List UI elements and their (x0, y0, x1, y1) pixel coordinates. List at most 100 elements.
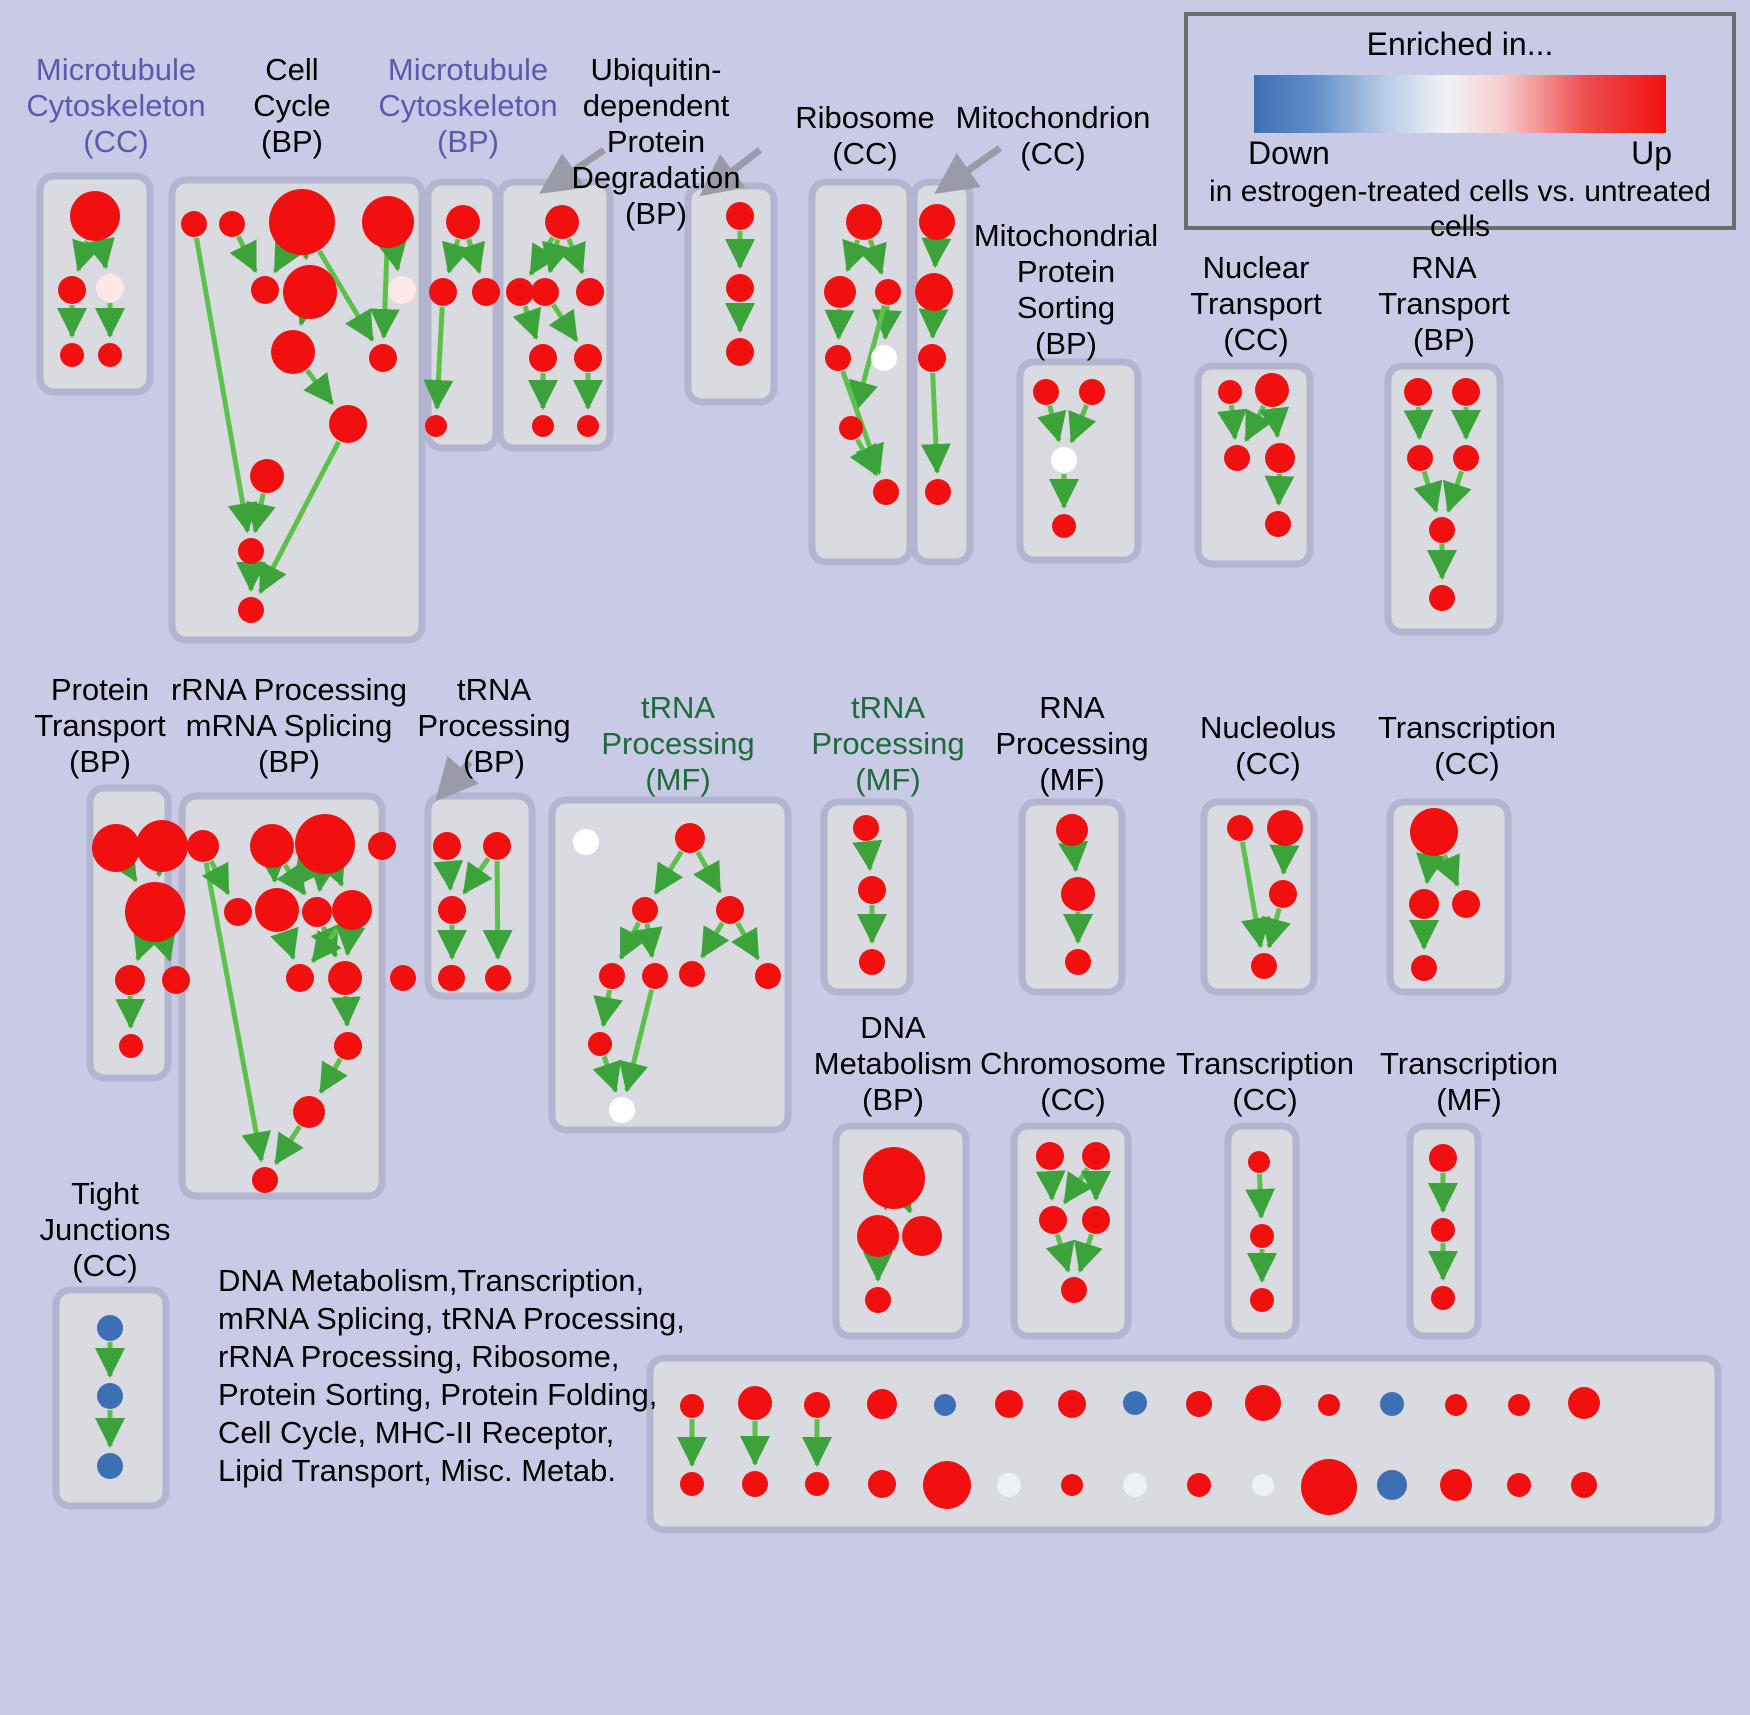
go-term-node[interactable] (576, 278, 604, 306)
go-term-node[interactable] (433, 832, 461, 860)
go-term-node[interactable] (918, 344, 946, 372)
go-term-node[interactable] (1507, 1473, 1531, 1497)
go-term-node[interactable] (334, 1032, 362, 1060)
go-term-node[interactable] (329, 405, 367, 443)
go-term-node[interactable] (716, 896, 744, 924)
go-term-node[interactable] (1445, 1394, 1467, 1416)
go-term-node[interactable] (1061, 1474, 1083, 1496)
go-term-node[interactable] (1248, 1151, 1270, 1173)
go-term-node[interactable] (577, 415, 599, 437)
go-term-node[interactable] (1255, 373, 1289, 407)
go-term-node[interactable] (867, 1389, 897, 1419)
go-term-node[interactable] (1409, 889, 1439, 919)
go-term-node[interactable] (925, 479, 951, 505)
go-term-node[interactable] (1431, 1286, 1455, 1310)
go-term-node[interactable] (136, 820, 188, 872)
go-term-node[interactable] (824, 276, 856, 308)
go-term-node[interactable] (362, 196, 414, 248)
go-term-node[interactable] (545, 205, 579, 239)
go-term-node[interactable] (804, 1392, 830, 1418)
go-term-node[interactable] (293, 1096, 325, 1128)
go-term-node[interactable] (1250, 1224, 1274, 1248)
go-term-node[interactable] (609, 1097, 635, 1123)
go-term-node[interactable] (302, 897, 332, 927)
go-term-node[interactable] (390, 965, 416, 991)
go-term-node[interactable] (726, 338, 754, 366)
go-term-node[interactable] (680, 1394, 704, 1418)
go-term-node[interactable] (1440, 1469, 1472, 1501)
go-term-node[interactable] (1429, 517, 1455, 543)
go-term-node[interactable] (1265, 443, 1295, 473)
go-term-node[interactable] (532, 415, 554, 437)
go-term-node[interactable] (219, 211, 245, 237)
go-term-node[interactable] (679, 961, 705, 987)
go-term-node[interactable] (97, 1453, 123, 1479)
go-term-node[interactable] (859, 949, 885, 975)
go-term-node[interactable] (1245, 1385, 1281, 1421)
go-term-node[interactable] (919, 204, 955, 240)
go-term-node[interactable] (162, 966, 190, 994)
go-term-node[interactable] (1052, 514, 1076, 538)
go-term-node[interactable] (1224, 445, 1250, 471)
go-term-node[interactable] (675, 823, 705, 853)
go-term-node[interactable] (902, 1216, 942, 1256)
go-term-node[interactable] (805, 1472, 829, 1496)
go-term-node[interactable] (1250, 1288, 1274, 1312)
go-term-node[interactable] (599, 963, 625, 989)
go-term-node[interactable] (1061, 1277, 1087, 1303)
go-term-node[interactable] (271, 330, 315, 374)
go-term-node[interactable] (429, 278, 457, 306)
go-term-node[interactable] (439, 965, 465, 991)
go-term-node[interactable] (1571, 1472, 1597, 1498)
go-term-node[interactable] (875, 279, 901, 305)
go-term-node[interactable] (1123, 1473, 1147, 1497)
go-term-node[interactable] (1508, 1394, 1530, 1416)
go-term-node[interactable] (446, 205, 480, 239)
go-term-node[interactable] (388, 276, 416, 304)
go-term-node[interactable] (252, 1167, 278, 1193)
go-term-node[interactable] (286, 964, 314, 992)
go-term-node[interactable] (863, 1147, 925, 1209)
go-term-node[interactable] (755, 963, 781, 989)
go-term-node[interactable] (332, 890, 372, 930)
go-term-node[interactable] (506, 278, 534, 306)
go-term-node[interactable] (115, 965, 145, 995)
go-term-node[interactable] (1453, 445, 1479, 471)
go-term-node[interactable] (251, 276, 279, 304)
go-term-node[interactable] (60, 343, 84, 367)
go-term-node[interactable] (119, 1034, 143, 1058)
go-term-node[interactable] (58, 276, 86, 304)
go-term-node[interactable] (269, 189, 335, 255)
go-term-node[interactable] (483, 832, 511, 860)
go-term-node[interactable] (995, 1390, 1023, 1418)
go-term-node[interactable] (238, 597, 264, 623)
go-term-node[interactable] (1058, 1390, 1086, 1418)
go-term-node[interactable] (1431, 1218, 1455, 1242)
go-term-node[interactable] (1227, 815, 1253, 841)
go-term-node[interactable] (574, 344, 602, 372)
go-term-node[interactable] (726, 202, 754, 230)
go-term-node[interactable] (1407, 445, 1433, 471)
go-term-node[interactable] (1061, 877, 1095, 911)
go-term-node[interactable] (529, 344, 557, 372)
go-term-node[interactable] (295, 814, 355, 874)
go-term-node[interactable] (1318, 1394, 1340, 1416)
go-term-node[interactable] (1218, 380, 1242, 404)
go-term-node[interactable] (1568, 1387, 1600, 1419)
go-term-node[interactable] (1429, 1144, 1457, 1172)
go-term-node[interactable] (1051, 447, 1077, 473)
go-term-node[interactable] (923, 1461, 971, 1509)
go-term-node[interactable] (680, 1472, 704, 1496)
go-term-node[interactable] (1267, 810, 1303, 846)
go-term-node[interactable] (224, 898, 252, 926)
go-term-node[interactable] (97, 1383, 123, 1409)
go-term-node[interactable] (1301, 1459, 1357, 1515)
go-term-node[interactable] (632, 897, 658, 923)
go-term-node[interactable] (328, 961, 362, 995)
go-term-node[interactable] (1187, 1473, 1211, 1497)
go-term-node[interactable] (1251, 953, 1277, 979)
go-term-node[interactable] (738, 1386, 772, 1420)
go-term-node[interactable] (1377, 1470, 1407, 1500)
go-term-node[interactable] (915, 273, 953, 311)
go-term-node[interactable] (1410, 808, 1458, 856)
